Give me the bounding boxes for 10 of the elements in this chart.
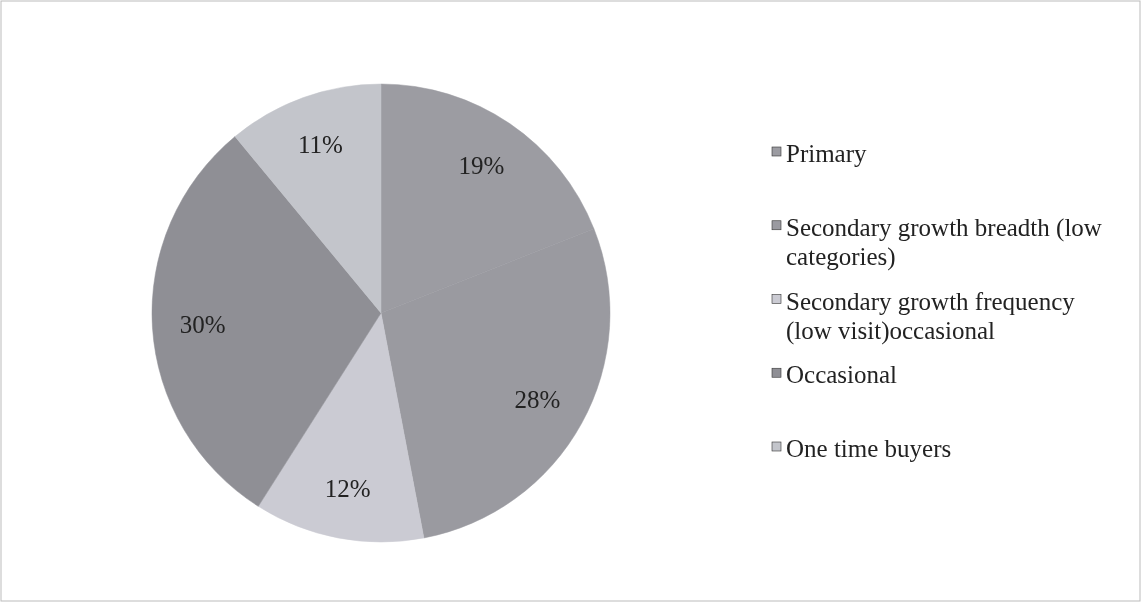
data-label: 30% <box>179 310 226 338</box>
data-label: 11% <box>298 131 343 159</box>
data-label: 19% <box>458 151 505 179</box>
legend-label: Occasional <box>786 360 898 388</box>
data-label: 12% <box>324 474 371 502</box>
data-label: 28% <box>514 385 561 413</box>
legend-label: Secondary growth frequency (low visit)occasional <box>786 287 1076 344</box>
legend-label: One time buyers <box>786 434 952 462</box>
legend-label: Secondary growth breadth (low categories) <box>786 213 1102 271</box>
legend-label: Primary <box>786 139 868 167</box>
